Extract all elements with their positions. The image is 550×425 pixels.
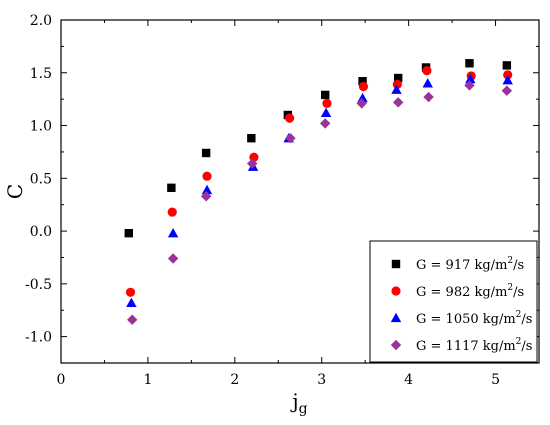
legend-label: G = 1117 kg/m2/s [416, 337, 532, 354]
data-point [284, 113, 295, 123]
legend-label: G = 917 kg/m2/s [416, 256, 524, 273]
data-point [125, 287, 136, 297]
legend-label-suffix: /s [521, 339, 532, 354]
legend-entry: G = 1050 kg/m2/s [390, 310, 532, 327]
legend-label-sup: 2 [507, 256, 513, 266]
data-point [167, 253, 179, 264]
legend-marker [390, 339, 402, 351]
y-tick-label: 2.0 [30, 13, 52, 29]
y-tick-label: 1.5 [30, 66, 52, 82]
data-point [200, 191, 212, 202]
y-tick-label: 0.0 [30, 224, 52, 240]
data-point [126, 297, 137, 308]
data-point [394, 73, 403, 83]
data-point [422, 66, 432, 76]
legend-entry: G = 1117 kg/m2/s [390, 337, 532, 354]
x-tick-label: 5 [491, 372, 500, 388]
data-point [201, 148, 211, 158]
data-point [464, 80, 475, 91]
data-point [201, 184, 213, 195]
data-point [503, 70, 513, 80]
legend-entry: G = 917 kg/m2/s [391, 256, 524, 273]
data-point [502, 74, 513, 85]
data-point [392, 79, 402, 89]
legend-label-prefix: G = 982 kg/m [416, 285, 507, 300]
data-point [391, 84, 402, 94]
data-point [127, 314, 138, 325]
y-tick-label: 0.5 [30, 171, 52, 187]
data-point [465, 73, 476, 84]
series-1 [124, 59, 512, 238]
x-tick-label: 2 [230, 372, 239, 388]
data-point [423, 91, 434, 103]
data-point [320, 107, 332, 118]
x-tick-label: 1 [143, 372, 152, 388]
legend-label: G = 1050 kg/m2/s [416, 310, 532, 327]
legend-marker [391, 286, 401, 296]
data-point [285, 133, 296, 144]
legend-label-suffix: /s [513, 258, 524, 273]
series-4 [127, 80, 513, 325]
data-point [358, 81, 369, 92]
x-tick-label: 3 [317, 372, 326, 388]
data-point [502, 61, 512, 70]
legend-label-sup: 2 [507, 283, 513, 293]
data-point [422, 78, 433, 88]
data-point [465, 59, 474, 68]
plot-frame [60, 19, 540, 364]
x-tick-label: 0 [57, 372, 66, 388]
data-point [202, 171, 212, 181]
data-point [247, 134, 256, 143]
y-axis-title: C [3, 184, 27, 199]
data-point [501, 85, 513, 96]
legend-label-sup: 2 [516, 310, 522, 320]
x-tick-label: 4 [404, 372, 413, 388]
x-axis-title-subscript: g [299, 401, 308, 417]
legend: G = 917 kg/m2/sG = 982 kg/m2/sG = 1050 k… [369, 240, 538, 363]
data-point [167, 183, 176, 193]
data-point [167, 227, 179, 238]
axis-ticks: 0 1 2 3 4 5 -1.0 -0.5 0.0 0.5 1.0 1.5 2.0 [25, 13, 539, 388]
data-point [320, 118, 331, 129]
y-tick-label: 1.0 [30, 119, 52, 135]
x-axis-title-main: j [290, 389, 298, 413]
legend-label-suffix: /s [513, 285, 524, 300]
data-marks [124, 59, 513, 325]
legend-label-prefix: G = 1050 kg/m [416, 312, 516, 327]
legend-entry: G = 982 kg/m2/s [391, 283, 524, 300]
data-point [322, 98, 332, 108]
data-point [124, 228, 133, 238]
legend-marker [390, 312, 402, 323]
series-2 [125, 66, 513, 297]
data-point [321, 90, 330, 100]
x-axis-title: jg [290, 389, 307, 417]
data-point [247, 158, 258, 169]
legend-label-sup: 2 [516, 337, 522, 347]
data-point [393, 97, 404, 108]
legend-label-prefix: G = 917 kg/m [416, 258, 507, 273]
legend-marker [391, 259, 401, 269]
legend-label: G = 982 kg/m2/s [416, 283, 524, 300]
data-point [356, 98, 367, 109]
legend-label-suffix: /s [521, 312, 532, 327]
data-point [358, 77, 367, 86]
y-tick-label: -1.0 [25, 330, 52, 346]
data-point [167, 207, 177, 217]
legend-label-prefix: G = 1117 kg/m [416, 339, 516, 354]
y-tick-label: -0.5 [25, 277, 52, 293]
